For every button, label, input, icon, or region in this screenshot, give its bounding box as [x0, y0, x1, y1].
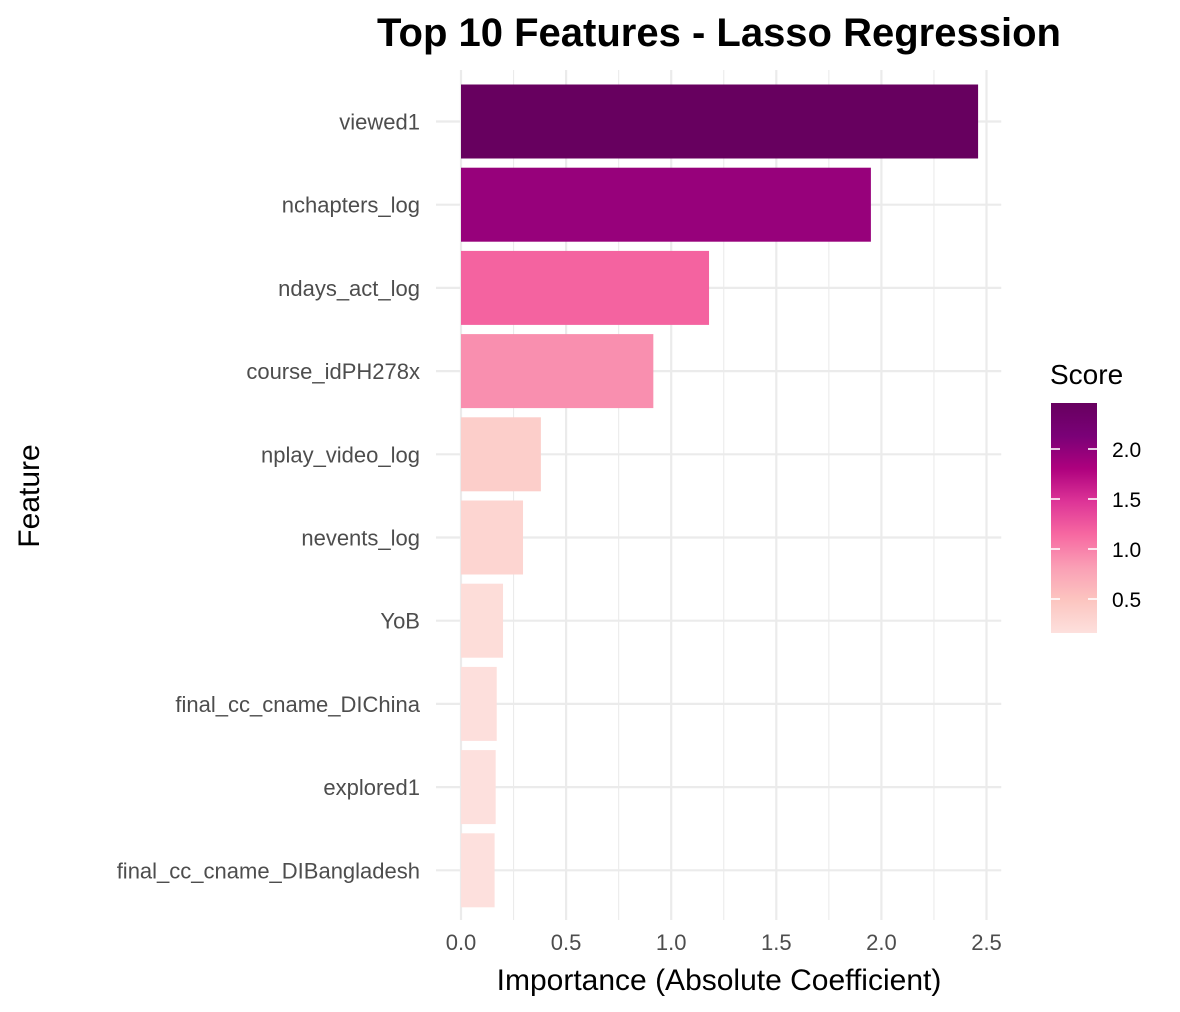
bar-course_idPH278x: [461, 334, 654, 409]
x-tick-label: 0.5: [551, 930, 582, 955]
y-tick-label: nchapters_log: [282, 193, 420, 218]
x-tick-label: 1.0: [656, 930, 687, 955]
x-axis-title: Importance (Absolute Coefficient): [497, 964, 942, 997]
bar-nplay_video_log: [461, 417, 541, 492]
y-tick-label: final_cc_cname_DIChina: [175, 692, 420, 717]
legend-tick-label: 1.0: [1112, 539, 1141, 562]
x-tick-label: 2.0: [866, 930, 897, 955]
legend-ticks: 0.5 1.0 1.5 2.0: [1051, 439, 1141, 612]
legend-colorbar: [1051, 403, 1097, 633]
bar-final_cc_cname_DIBangladesh: [461, 833, 495, 908]
legend-tick-label: 2.0: [1112, 439, 1141, 462]
y-axis-title: Feature: [13, 444, 46, 547]
legend-tick-label: 0.5: [1112, 589, 1141, 612]
x-tick-label: 0.0: [446, 930, 477, 955]
bar-nchapters_log: [461, 167, 871, 242]
y-tick-label: nplay_video_log: [261, 442, 420, 467]
bar-explored1: [461, 750, 496, 825]
y-tick-label: explored1: [323, 775, 420, 800]
x-tick-label: 2.5: [971, 930, 1002, 955]
y-tick-label: course_idPH278x: [246, 359, 420, 384]
y-tick-label: ndays_act_log: [278, 276, 420, 301]
legend: Score 0.5 1.0 1.5 2.0: [1050, 359, 1141, 633]
bar-viewed1: [461, 84, 979, 159]
bar-ndays_act_log: [461, 250, 710, 325]
bar-final_cc_cname_DIChina: [461, 666, 497, 741]
y-tick-label: viewed1: [339, 110, 420, 135]
bar-YoB: [461, 583, 504, 658]
bar-nevents_log: [461, 500, 524, 575]
y-tick-label: YoB: [380, 609, 420, 634]
legend-tick-label: 1.5: [1112, 489, 1141, 512]
legend-title: Score: [1050, 359, 1123, 390]
y-axis-tick-labels: viewed1 nchapters_log ndays_act_log course_…: [117, 110, 421, 884]
x-tick-label: 1.5: [761, 930, 792, 955]
chart-title: Top 10 Features - Lasso Regression: [377, 11, 1061, 55]
x-axis-tick-labels: 0.0 0.5 1.0 1.5 2.0 2.5: [446, 930, 1002, 955]
y-tick-label: final_cc_cname_DIBangladesh: [117, 858, 420, 883]
y-tick-label: nevents_log: [301, 526, 420, 551]
bars: [461, 84, 979, 908]
